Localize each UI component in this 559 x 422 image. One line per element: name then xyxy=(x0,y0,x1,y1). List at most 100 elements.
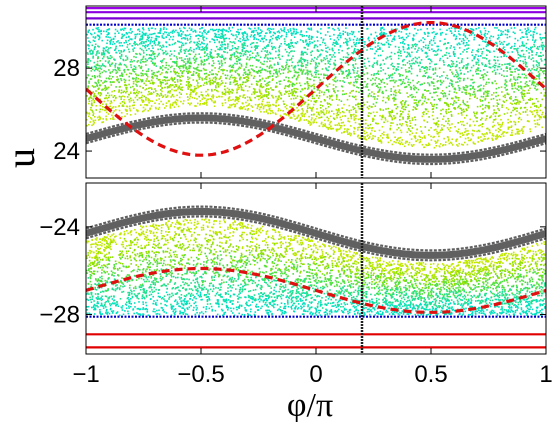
sea-point xyxy=(331,47,334,50)
sea-point xyxy=(313,85,315,88)
sea-point xyxy=(362,51,365,53)
sea-point xyxy=(173,43,176,45)
sea-point xyxy=(284,40,286,43)
sea-point xyxy=(129,105,131,107)
sea-point xyxy=(147,80,150,82)
sea-point xyxy=(113,95,116,97)
sea-point xyxy=(363,130,366,132)
sea-point xyxy=(163,26,165,29)
sea-point xyxy=(254,46,256,48)
sea-point xyxy=(512,106,515,109)
sea-point xyxy=(228,78,231,80)
sea-point xyxy=(535,53,537,56)
sea-point xyxy=(348,47,350,49)
sea-point xyxy=(353,57,355,59)
sea-point xyxy=(403,39,406,41)
sea-point xyxy=(174,100,177,103)
sea-point xyxy=(531,51,533,53)
sea-point xyxy=(378,88,381,91)
sea-point xyxy=(504,29,507,32)
sea-point xyxy=(161,72,163,74)
sea-point xyxy=(288,43,290,46)
sea-point xyxy=(448,93,450,96)
sea-point xyxy=(435,145,438,147)
sea-point xyxy=(216,83,218,85)
sea-point xyxy=(314,61,317,64)
sea-point xyxy=(159,67,162,70)
sea-point xyxy=(176,60,178,63)
sea-point xyxy=(502,43,504,46)
sea-point xyxy=(436,132,439,135)
sea-point xyxy=(86,52,89,54)
sea-point xyxy=(398,51,400,53)
sea-point xyxy=(391,76,393,79)
sea-point xyxy=(88,100,91,102)
sea-point xyxy=(528,120,530,123)
sea-point xyxy=(535,78,538,80)
sea-point xyxy=(190,62,192,65)
sea-point xyxy=(154,44,157,46)
sea-point xyxy=(210,73,213,76)
sea-point xyxy=(507,126,510,129)
sea-point xyxy=(335,43,338,45)
sea-point xyxy=(466,48,468,50)
sea-point xyxy=(452,50,455,53)
sea-point xyxy=(501,123,503,126)
sea-point xyxy=(246,74,249,76)
sea-point xyxy=(464,92,467,94)
sea-point xyxy=(469,124,471,126)
sea-point xyxy=(316,40,319,42)
sea-point xyxy=(112,76,114,78)
sea-point xyxy=(466,44,468,46)
sea-point xyxy=(450,32,453,34)
sea-point xyxy=(142,74,144,77)
sea-point xyxy=(324,34,327,36)
sea-point xyxy=(150,39,152,41)
sea-point xyxy=(189,95,192,98)
sea-point xyxy=(533,31,535,33)
sea-point xyxy=(170,84,172,86)
sea-point xyxy=(538,73,541,75)
sea-point xyxy=(445,54,447,56)
sea-point xyxy=(148,47,150,50)
sea-point xyxy=(150,87,153,89)
sea-point xyxy=(146,36,149,39)
sea-point xyxy=(432,69,435,71)
sea-point xyxy=(543,37,546,39)
sea-point xyxy=(287,54,290,57)
sea-point xyxy=(467,47,470,50)
sea-point xyxy=(433,91,435,94)
sea-point xyxy=(485,65,488,67)
sea-point xyxy=(311,89,313,92)
sea-point xyxy=(274,57,277,59)
sea-point xyxy=(335,108,338,111)
sea-point xyxy=(462,38,464,40)
sea-point xyxy=(134,44,136,46)
sea-point xyxy=(310,54,313,56)
sea-point xyxy=(208,77,211,80)
sea-point xyxy=(247,69,250,72)
sea-point xyxy=(233,79,236,82)
sea-point xyxy=(470,28,472,30)
sea-point xyxy=(173,95,175,98)
sea-point xyxy=(479,124,482,126)
sea-point xyxy=(97,64,99,67)
sea-point xyxy=(367,36,370,39)
sea-point xyxy=(238,66,241,69)
sea-point xyxy=(154,52,156,55)
sea-point xyxy=(119,69,121,72)
sea-point xyxy=(368,92,371,95)
sea-point xyxy=(199,31,201,33)
sea-point xyxy=(283,30,286,33)
sea-point xyxy=(318,111,320,114)
sea-point xyxy=(160,28,162,31)
sea-point xyxy=(108,96,110,99)
sea-point xyxy=(440,113,442,115)
sea-point xyxy=(399,129,402,132)
sea-point xyxy=(130,64,132,66)
sea-point xyxy=(235,96,237,98)
sea-point xyxy=(406,62,409,64)
sea-point xyxy=(425,66,427,68)
sea-point xyxy=(96,116,99,119)
